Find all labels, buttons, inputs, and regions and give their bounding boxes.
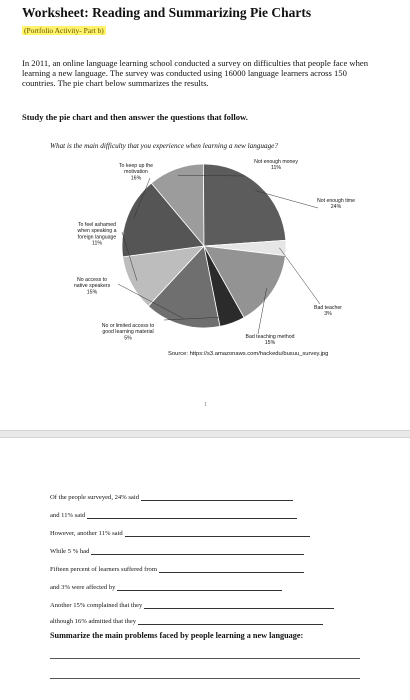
pie-chart: Not enough money 11% Not enough time 24% Bad… [74, 159, 355, 346]
fill-sentence-6: and 3% were affected by [50, 584, 283, 591]
leader-line [117, 283, 184, 319]
leader-line [133, 177, 151, 219]
sentence-text: although 16% admitted that they [50, 618, 137, 625]
leader-line [257, 287, 267, 335]
leader-line [177, 174, 245, 177]
slice-label: Not enough time 24% [317, 198, 355, 210]
pie-slice [203, 163, 287, 247]
worksheet-title: Worksheet: Reading and Summarizing Pie C… [22, 5, 312, 20]
fill-sentence-7: Another 15% complained that they [50, 602, 335, 609]
activity-highlight: (Portfolio Activity- Part b) [22, 26, 106, 35]
answer-blank-5[interactable] [158, 566, 304, 573]
intro-paragraph: In 2011, an online language learning sch… [22, 58, 369, 89]
page-number: 1 [204, 402, 207, 408]
leader-line [121, 231, 138, 281]
summary-heading: Summarize the main problems faced by peo… [50, 631, 304, 640]
pie-slice [147, 245, 221, 329]
sentence-text: Fifteen percent of learners suffered fro… [50, 566, 157, 573]
fill-sentence-2: and 11% said [50, 512, 298, 519]
summary-answer-line-1[interactable] [50, 658, 360, 659]
summary-answer-line-2[interactable] [50, 678, 360, 679]
pie-slice [203, 245, 286, 319]
answer-blank-1[interactable] [141, 494, 293, 501]
sentence-text: Of the people surveyed, 24% said [50, 494, 139, 501]
leader-line [163, 316, 231, 321]
page-separator [0, 430, 410, 438]
leader-line [255, 190, 319, 209]
fill-sentence-8: although 16% admitted that they [50, 618, 324, 625]
answer-blank-6[interactable] [117, 584, 283, 591]
sentence-text: and 3% were affected by [50, 584, 116, 591]
slice-label: Bad teacher 3% [314, 305, 342, 317]
fill-sentence-5: Fifteen percent of learners suffered fro… [50, 566, 304, 573]
answer-blank-2[interactable] [87, 512, 298, 519]
slice-label: No or limited access to good learning mat… [102, 323, 155, 341]
slice-label: Not enough money 11% [254, 159, 298, 171]
answer-blank-3[interactable] [124, 530, 310, 537]
worksheet-page-1: Worksheet: Reading and Summarizing Pie C… [22, 5, 369, 408]
pie-slice [121, 182, 205, 258]
survey-question: What is the main difficulty that you exp… [50, 142, 278, 150]
answer-blank-7[interactable] [144, 602, 335, 609]
sentence-text: Another 15% complained that they [50, 602, 143, 609]
chart-source: Source: https://s3.amazonaws.com/hackedu… [168, 351, 329, 357]
sentence-text: and 11% said [50, 512, 86, 519]
slice-label: To keep up the motivation 16% [119, 163, 153, 181]
fill-sentence-1: Of the people surveyed, 24% said [50, 494, 293, 501]
slice-label: No access to native speakers 15% [74, 277, 111, 295]
instruction-text: Study the pie chart and then answer the … [22, 112, 248, 122]
slice-label: Bad teaching method 15% [245, 334, 294, 346]
fill-sentence-3: However, another 11% said [50, 530, 310, 537]
fill-sentence-4: While 5 % had [50, 548, 305, 555]
leader-line [279, 247, 321, 305]
answer-blank-4[interactable] [91, 548, 305, 555]
slice-label: To feel ashamed when speaking a foreign la… [78, 222, 117, 247]
sentence-text: While 5 % had [50, 548, 90, 555]
worksheet-page-2: Of the people surveyed, 24% said and 11%… [0, 438, 410, 700]
answer-blank-8[interactable] [138, 618, 324, 625]
sentence-text: However, another 11% said [50, 530, 123, 537]
